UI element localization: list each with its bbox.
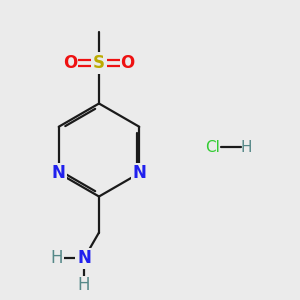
Text: N: N bbox=[77, 250, 91, 268]
Text: H: H bbox=[78, 277, 90, 295]
Text: Cl: Cl bbox=[206, 140, 220, 154]
Text: S: S bbox=[93, 54, 105, 72]
Text: H: H bbox=[51, 250, 63, 268]
Text: N: N bbox=[132, 164, 146, 182]
Text: H: H bbox=[240, 140, 252, 154]
Text: O: O bbox=[63, 54, 78, 72]
Text: N: N bbox=[52, 164, 66, 182]
Text: O: O bbox=[120, 54, 135, 72]
